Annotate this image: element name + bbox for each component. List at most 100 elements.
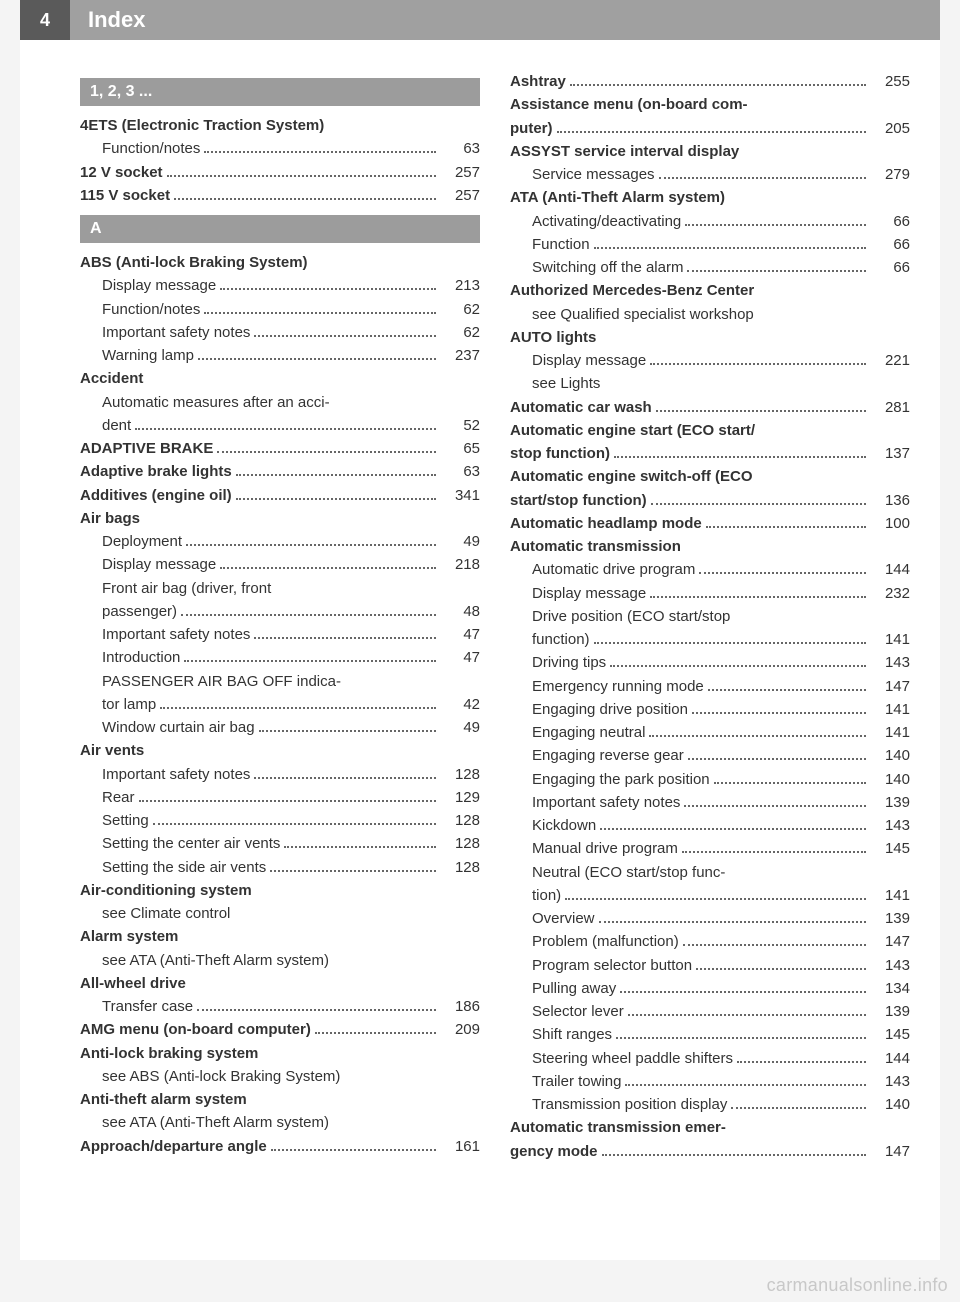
index-entry-page: 281 xyxy=(870,396,910,419)
index-entry: see Qualified specialist workshop xyxy=(510,303,910,326)
index-entry-label: see ABS (Anti-lock Braking System) xyxy=(102,1065,340,1088)
index-entry-page: 52 xyxy=(440,414,480,437)
index-entry: Driving tips143 xyxy=(510,651,910,674)
page-title: Index xyxy=(70,0,145,40)
index-entry: passenger)48 xyxy=(80,600,480,623)
index-entry-label: Automatic measures after an acci- xyxy=(102,391,330,414)
index-entry: ADAPTIVE BRAKE65 xyxy=(80,437,480,460)
leader-dots xyxy=(220,560,436,569)
index-entry-page: 140 xyxy=(870,744,910,767)
index-entry-label: Pulling away xyxy=(532,977,616,1000)
index-entry-page: 137 xyxy=(870,442,910,465)
leader-dots xyxy=(254,328,436,337)
index-entry: ATA (Anti-Theft Alarm system) xyxy=(510,186,910,209)
index-entry-page: 141 xyxy=(870,698,910,721)
index-entry-label: Ashtray xyxy=(510,70,566,93)
index-entry-label: Trailer towing xyxy=(532,1070,621,1093)
index-entry-label: Service messages xyxy=(532,163,655,186)
index-entry-page: 63 xyxy=(440,137,480,160)
index-entry-label: Kickdown xyxy=(532,814,596,837)
leader-dots xyxy=(594,635,866,644)
index-entry-label: Setting xyxy=(102,809,149,832)
index-entry: stop function)137 xyxy=(510,442,910,465)
index-entry: see ATA (Anti-Theft Alarm system) xyxy=(80,1111,480,1134)
index-entry-page: 257 xyxy=(440,161,480,184)
index-entry-label: Automatic car wash xyxy=(510,396,652,419)
index-entry-label: function) xyxy=(532,628,590,651)
index-entry: 4ETS (Electronic Traction System) xyxy=(80,114,480,137)
index-entry-label: Warning lamp xyxy=(102,344,194,367)
index-entry-label: tion) xyxy=(532,884,561,907)
leader-dots xyxy=(659,170,866,179)
index-column-left: 1, 2, 3 ...4ETS (Electronic Traction Sys… xyxy=(80,70,480,1163)
index-entry-page: 139 xyxy=(870,791,910,814)
index-entry-page: 147 xyxy=(870,930,910,953)
index-entry: 115 V socket257 xyxy=(80,184,480,207)
index-entry: Engaging neutral141 xyxy=(510,721,910,744)
index-entry-page: 62 xyxy=(440,321,480,344)
index-entry: Important safety notes47 xyxy=(80,623,480,646)
index-entry-page: 143 xyxy=(870,814,910,837)
index-entry: Setting the center air vents 128 xyxy=(80,832,480,855)
index-entry: Ashtray255 xyxy=(510,70,910,93)
index-entry-label: Transmission position display xyxy=(532,1093,727,1116)
index-entry: Engaging the park position140 xyxy=(510,768,910,791)
leader-dots xyxy=(270,863,436,872)
index-entry: start/stop function)136 xyxy=(510,489,910,512)
index-entry-page: 341 xyxy=(440,484,480,507)
index-entry-label: Window curtain air bag xyxy=(102,716,255,739)
index-entry-page: 42 xyxy=(440,693,480,716)
index-entry: Display message232 xyxy=(510,582,910,605)
index-entry: see Climate control xyxy=(80,902,480,925)
index-entry-page: 49 xyxy=(440,530,480,553)
index-entry-page: 141 xyxy=(870,628,910,651)
index-entry: Additives (engine oil)341 xyxy=(80,484,480,507)
index-entry-label: Setting the center air vents xyxy=(102,832,280,855)
index-entry-label: Problem (malfunction) xyxy=(532,930,679,953)
index-entry: Display message213 xyxy=(80,274,480,297)
index-entry-label: Neutral (ECO start/stop func- xyxy=(532,861,725,884)
index-entry-label: Manual drive program xyxy=(532,837,678,860)
index-entry-label: Shift ranges xyxy=(532,1023,612,1046)
index-entry-label: Introduction xyxy=(102,646,180,669)
index-entry-label: Function xyxy=(532,233,590,256)
index-entry-label: 4ETS (Electronic Traction System) xyxy=(80,114,324,137)
index-entry: Emergency running mode147 xyxy=(510,675,910,698)
leader-dots xyxy=(650,589,866,598)
index-entry: Air-conditioning system xyxy=(80,879,480,902)
index-entry-label: Air-conditioning system xyxy=(80,879,252,902)
index-entry: Deployment49 xyxy=(80,530,480,553)
index-entry-label: Engaging reverse gear xyxy=(532,744,684,767)
index-entry-page: 141 xyxy=(870,721,910,744)
index-entry-page: 140 xyxy=(870,768,910,791)
index-entry-label: Important safety notes xyxy=(532,791,680,814)
index-entry-page: 144 xyxy=(870,1047,910,1070)
index-entry: Transfer case186 xyxy=(80,995,480,1018)
index-entry-page: 66 xyxy=(870,233,910,256)
watermark: carmanualsonline.info xyxy=(767,1275,948,1296)
leader-dots xyxy=(557,124,867,133)
index-entry-label: All-wheel drive xyxy=(80,972,186,995)
leader-dots xyxy=(174,191,436,200)
index-entry-label: Function/notes xyxy=(102,298,200,321)
leader-dots xyxy=(616,1030,866,1039)
index-entry-page: 48 xyxy=(440,600,480,623)
index-entry: Authorized Mercedes-Benz Center xyxy=(510,279,910,302)
index-entry-page: 128 xyxy=(440,832,480,855)
index-entry-page: 129 xyxy=(440,786,480,809)
index-entry: tion)141 xyxy=(510,884,910,907)
index-entry-label: ABS (Anti-lock Braking System) xyxy=(80,251,308,274)
index-entry: PASSENGER AIR BAG OFF indica- xyxy=(80,670,480,693)
index-entry-page: 62 xyxy=(440,298,480,321)
index-entry: Steering wheel paddle shifters144 xyxy=(510,1047,910,1070)
leader-dots xyxy=(650,356,866,365)
index-entry: Trailer towing143 xyxy=(510,1070,910,1093)
index-entry: Neutral (ECO start/stop func- xyxy=(510,861,910,884)
leader-dots xyxy=(692,705,866,714)
index-entry-label: see ATA (Anti-Theft Alarm system) xyxy=(102,1111,329,1134)
index-entry-label: Automatic transmission xyxy=(510,535,681,558)
index-entry-page: 139 xyxy=(870,907,910,930)
index-entry-page: 66 xyxy=(870,210,910,233)
index-entry: see ATA (Anti-Theft Alarm system) xyxy=(80,949,480,972)
leader-dots xyxy=(236,467,436,476)
